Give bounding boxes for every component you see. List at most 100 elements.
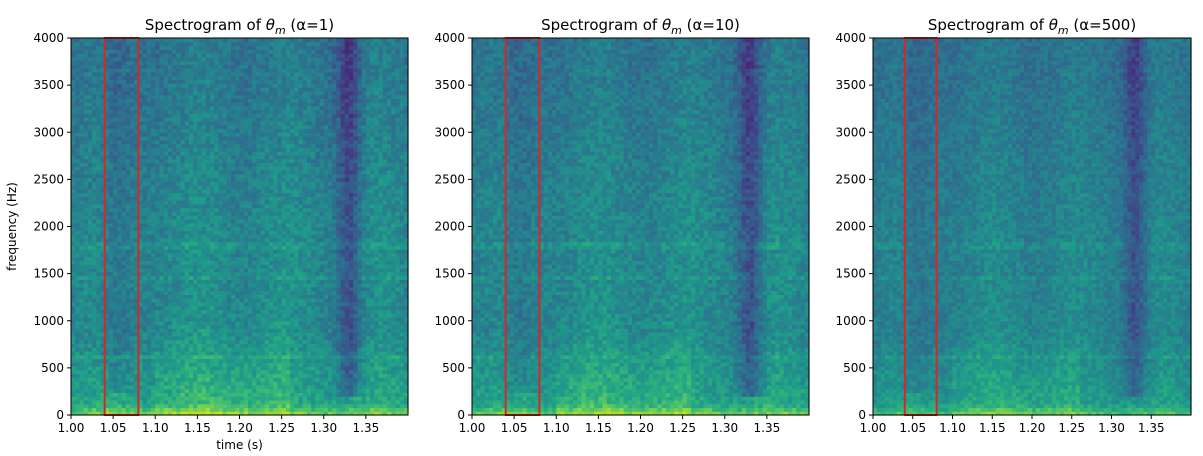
heatmap-cell (75, 302, 80, 306)
heatmap-cell (147, 283, 152, 287)
heatmap-cell (176, 95, 181, 99)
heatmap-cell (130, 392, 135, 396)
heatmap-cell (193, 170, 198, 174)
heatmap-cell (240, 155, 245, 159)
heatmap-cell (269, 351, 274, 355)
heatmap-cell (218, 358, 223, 362)
heatmap-cell (248, 102, 253, 106)
heatmap-cell (210, 61, 215, 65)
heatmap-cell (164, 38, 169, 42)
heatmap-cell (185, 79, 190, 83)
heatmap-cell (109, 91, 114, 95)
heatmap-cell (269, 238, 274, 242)
heatmap-cell (227, 253, 232, 257)
heatmap-cell (109, 404, 114, 408)
heatmap-cell (79, 193, 84, 197)
heatmap-cell (269, 407, 274, 411)
heatmap-cell (248, 260, 253, 264)
heatmap-cell (210, 347, 215, 351)
heatmap-cell (273, 68, 278, 72)
heatmap-cell (235, 211, 240, 215)
heatmap-cell (75, 313, 80, 317)
heatmap-cell (96, 219, 101, 223)
heatmap-cell (244, 110, 249, 114)
heatmap-cell (88, 162, 93, 166)
heatmap-cell (172, 57, 177, 61)
heatmap-cell (92, 113, 97, 117)
heatmap-cell (210, 155, 215, 159)
heatmap-cell (126, 61, 131, 65)
heatmap-cell (256, 121, 261, 125)
heatmap-cell (155, 227, 160, 231)
heatmap-cell (117, 343, 122, 347)
heatmap-cell (240, 283, 245, 287)
heatmap-cell (277, 404, 282, 408)
heatmap-cell (88, 57, 93, 61)
heatmap-cell (269, 362, 274, 366)
heatmap-cell (79, 313, 84, 317)
heatmap-cell (244, 374, 249, 378)
heatmap-cell (202, 351, 207, 355)
heatmap-cell (143, 162, 148, 166)
heatmap-cell (159, 211, 164, 215)
heatmap-cell (126, 76, 131, 80)
heatmap-cell (248, 317, 253, 321)
heatmap-cell (235, 317, 240, 321)
heatmap-cell (265, 321, 270, 325)
heatmap-cell (96, 328, 101, 332)
heatmap-cell (240, 79, 245, 83)
heatmap-cell (96, 53, 101, 57)
heatmap-cell (122, 166, 127, 170)
heatmap-cell (231, 151, 236, 155)
heatmap-cell (117, 42, 122, 46)
heatmap-cell (265, 211, 270, 215)
heatmap-cell (168, 276, 173, 280)
heatmap-cell (185, 370, 190, 374)
heatmap-cell (235, 238, 240, 242)
heatmap-cell (181, 351, 186, 355)
heatmap-cell (210, 83, 215, 87)
heatmap-cell (79, 147, 84, 151)
heatmap-cell (214, 117, 219, 121)
heatmap-cell (151, 110, 156, 114)
heatmap-cell (235, 38, 240, 42)
heatmap-cell (181, 79, 186, 83)
heatmap-cell (122, 234, 127, 238)
heatmap-cell (84, 189, 89, 193)
heatmap-cell (252, 155, 257, 159)
heatmap-cell (79, 227, 84, 231)
heatmap-cell (277, 332, 282, 336)
heatmap-cell (176, 245, 181, 249)
heatmap-cell (235, 374, 240, 378)
heatmap-cell (223, 317, 228, 321)
heatmap-cell (261, 272, 266, 276)
heatmap-cell (235, 49, 240, 53)
heatmap-cell (130, 144, 135, 148)
heatmap-cell (256, 136, 261, 140)
heatmap-cell (265, 294, 270, 298)
heatmap-cell (223, 208, 228, 212)
heatmap-cell (71, 166, 76, 170)
heatmap-cell (113, 166, 118, 170)
heatmap-cell (206, 204, 211, 208)
heatmap-cell (240, 276, 245, 280)
heatmap-cell (88, 61, 93, 65)
heatmap-cell (92, 336, 97, 340)
heatmap-cell (277, 53, 282, 57)
heatmap-cell (147, 358, 152, 362)
heatmap-cell (269, 211, 274, 215)
heatmap-cell (159, 49, 164, 53)
heatmap-cell (206, 64, 211, 68)
heatmap-cell (151, 117, 156, 121)
heatmap-cell (79, 377, 84, 381)
heatmap-cell (202, 159, 207, 163)
heatmap-cell (227, 264, 232, 268)
heatmap-cell (164, 291, 169, 295)
heatmap-cell (109, 102, 114, 106)
heatmap-cell (159, 53, 164, 57)
heatmap-cell (126, 302, 131, 306)
heatmap-cell (79, 121, 84, 125)
heatmap-cell (75, 219, 80, 223)
heatmap-cell (248, 42, 253, 46)
heatmap-cell (109, 215, 114, 219)
